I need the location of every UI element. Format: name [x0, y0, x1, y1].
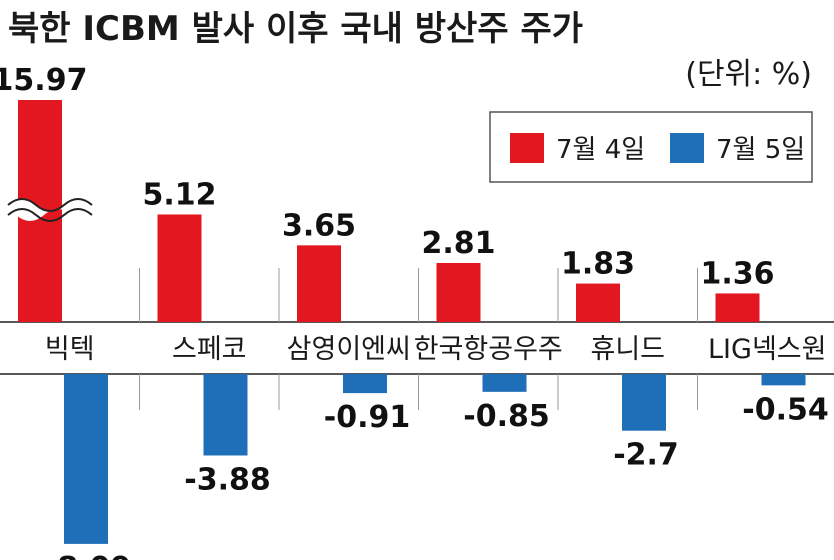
value-label-jul5: -8.09: [45, 551, 131, 560]
value-label-jul5: -0.91: [324, 400, 410, 435]
value-label-jul4: 1.36: [700, 256, 774, 291]
bar-jul4: [576, 283, 620, 322]
bar-jul5: [622, 374, 666, 431]
value-label-jul4: 3.65: [282, 208, 356, 243]
value-labels: 15.97 -8.09 5.12 -3.88 3.65 -0.91 2.81 -0.85 1.8…: [0, 63, 829, 560]
bar-jul5: [343, 374, 387, 394]
legend-label-jul5: 7월 5일: [716, 135, 805, 165]
category-label: 삼영이엔씨: [287, 334, 411, 365]
axis-break-line: [7, 198, 93, 212]
bar-jul4: [436, 262, 481, 322]
category-label: 한국항공우주: [414, 334, 563, 365]
value-label-jul5: -0.54: [742, 392, 828, 427]
value-label-jul4: 1.83: [561, 247, 635, 282]
axis-break-line: [7, 208, 93, 222]
bar-jul5: [203, 374, 248, 456]
legend-swatch-jul5: [670, 133, 704, 163]
legend-label-jul4: 7월 4일: [556, 135, 645, 165]
bar-jul5: [761, 374, 806, 386]
category-label: LIG넥스원: [708, 334, 826, 365]
value-label-jul4: 15.97: [0, 63, 87, 98]
value-label-jul5: -3.88: [184, 462, 270, 497]
value-label-jul4: 5.12: [142, 177, 216, 212]
unit-label: (단위: %): [685, 57, 812, 92]
bar-jul5: [64, 374, 108, 544]
bar-jul4: [715, 293, 760, 322]
bar-jul4: [157, 214, 202, 322]
value-label-jul5: -2.7: [613, 438, 679, 473]
category-label: 스페코: [172, 334, 247, 365]
category-label: 휴니드: [590, 334, 665, 365]
axis-break-mark: [0, 199, 92, 221]
bar-jul5: [482, 374, 527, 392]
legend-swatch-jul4: [510, 133, 544, 163]
category-label: 빅텍: [45, 334, 95, 365]
category-dividers: [139, 268, 698, 410]
bars: [0, 100, 806, 544]
category-labels: 빅텍 스페코 삼영이엔씨 한국항공우주 휴니드 LIG넥스원: [45, 334, 827, 365]
bar-jul4: [297, 245, 341, 322]
legend: 7월 4일 7월 5일: [489, 111, 813, 183]
value-label-jul4: 2.81: [421, 226, 495, 261]
chart-title: 북한 ICBM 발사 이후 국내 방산주 주가: [8, 9, 583, 49]
value-label-jul5: -0.85: [463, 399, 549, 434]
